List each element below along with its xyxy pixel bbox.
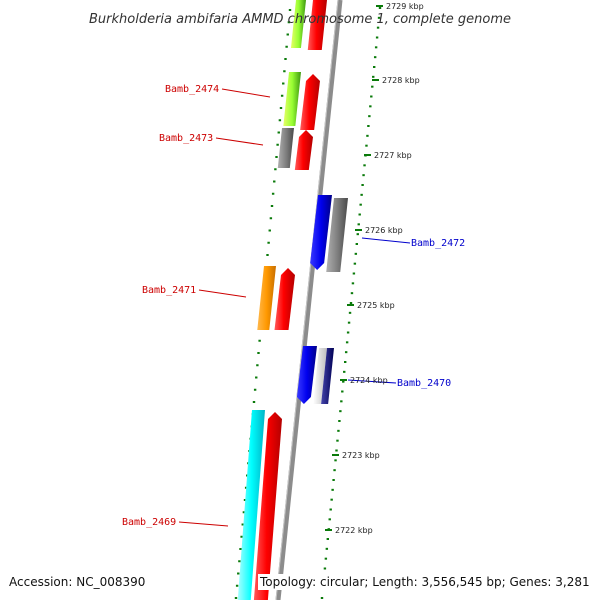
feature-cds-white bbox=[313, 348, 327, 404]
tick-label: 2724 kbp bbox=[350, 376, 388, 385]
gene-label: Bamb_2471 bbox=[142, 285, 196, 296]
gene-label-layer: Bamb_2474 Bamb_2473 Bamb_2472 Bamb_2471 Bamb… bbox=[122, 84, 465, 528]
feature-track bbox=[237, 0, 348, 600]
gene-label: Bamb_2473 bbox=[159, 133, 213, 144]
map-title: Burkholderia ambifaria AMMD chromosome 1… bbox=[89, 12, 511, 27]
gene-label: Bamb_2472 bbox=[411, 238, 465, 249]
tick-label: 2722 kbp bbox=[335, 526, 373, 535]
feature-gene-red bbox=[300, 74, 320, 130]
feature-cds-orange bbox=[257, 266, 276, 330]
gene-label-connector bbox=[198, 289, 247, 298]
chromosome-backbone bbox=[275, 0, 343, 600]
feature-gene-red bbox=[274, 268, 295, 330]
backbone-line bbox=[275, 0, 343, 600]
gene-label: Bamb_2474 bbox=[165, 84, 219, 95]
feature-gene-red-top bbox=[307, 0, 327, 50]
tick-label: 2723 kbp bbox=[342, 451, 380, 460]
feature-cds-gray bbox=[277, 128, 294, 168]
gene-label-connector bbox=[221, 88, 271, 98]
feature-gene-blue bbox=[296, 346, 317, 404]
tick-label: 2727 kbp bbox=[374, 151, 412, 160]
gene-label-connector bbox=[361, 237, 411, 244]
gene-label-connector bbox=[215, 137, 264, 146]
feature-cds-gray bbox=[326, 198, 348, 272]
accession-label: Accession: NC_008390 bbox=[7, 574, 148, 590]
gene-label-connector bbox=[347, 379, 397, 384]
feature-gene-blue bbox=[310, 195, 332, 270]
gene-label-connector bbox=[178, 521, 229, 527]
gene-label: Bamb_2470 bbox=[397, 378, 451, 389]
feature-cds-green bbox=[283, 72, 301, 126]
tick-label-layer: 2729 kbp 2728 kbp 2727 kbp 2726 kbp 2725 kbp… bbox=[335, 2, 424, 535]
feature-cds-cyan bbox=[237, 410, 265, 600]
tick-label: 2729 kbp bbox=[386, 2, 424, 11]
tick-label: 2726 kbp bbox=[365, 226, 403, 235]
tick-label: 2725 kbp bbox=[357, 301, 395, 310]
feature-gene-red bbox=[253, 412, 282, 600]
feature-cds-green-top bbox=[290, 0, 306, 48]
feature-gene-red bbox=[294, 130, 313, 170]
gene-label: Bamb_2469 bbox=[122, 517, 176, 528]
topology-label: Topology: circular; Length: 3,556,545 bp… bbox=[258, 574, 592, 590]
tick-label: 2728 kbp bbox=[382, 76, 420, 85]
backbone-highlight bbox=[275, 0, 339, 600]
feature-cds-navy bbox=[321, 348, 334, 404]
